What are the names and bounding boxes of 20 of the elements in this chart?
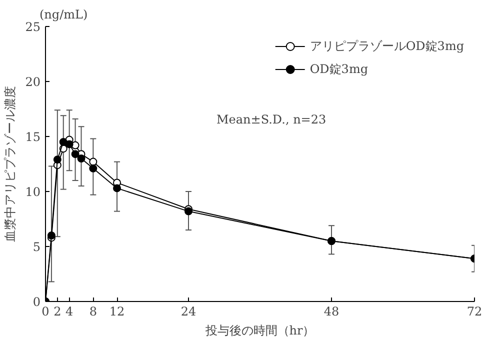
y-tick-label: 15	[25, 130, 41, 144]
x-tick-label: 4	[66, 304, 74, 318]
y-tick-label: 25	[25, 20, 41, 34]
x-tick-label: 24	[180, 304, 196, 318]
annotation: Mean±S.D., n=23	[216, 112, 326, 126]
x-tick-label: 2	[54, 304, 62, 318]
y-tick-label: 10	[25, 185, 41, 199]
y-axis-title: 血漿中アリピプラゾール濃度	[3, 86, 18, 242]
x-tick-label: 8	[89, 304, 97, 318]
text: (ng/mL)	[40, 8, 88, 22]
x-tick-label: 72	[466, 304, 482, 318]
y-tick-label: 20	[25, 75, 41, 89]
x-tick-label: 12	[109, 304, 125, 318]
x-tick-label: 0	[42, 304, 50, 318]
x-tick-label: 48	[324, 304, 340, 318]
y-tick-label: 0	[32, 295, 41, 309]
y-tick-label: 5	[32, 240, 41, 254]
legend-label: OD錠3mg	[310, 60, 368, 78]
legend-label: アリピプラゾールOD錠3mg	[310, 38, 464, 54]
x-axis-title: 投与後の時間（hr）	[204, 324, 315, 338]
